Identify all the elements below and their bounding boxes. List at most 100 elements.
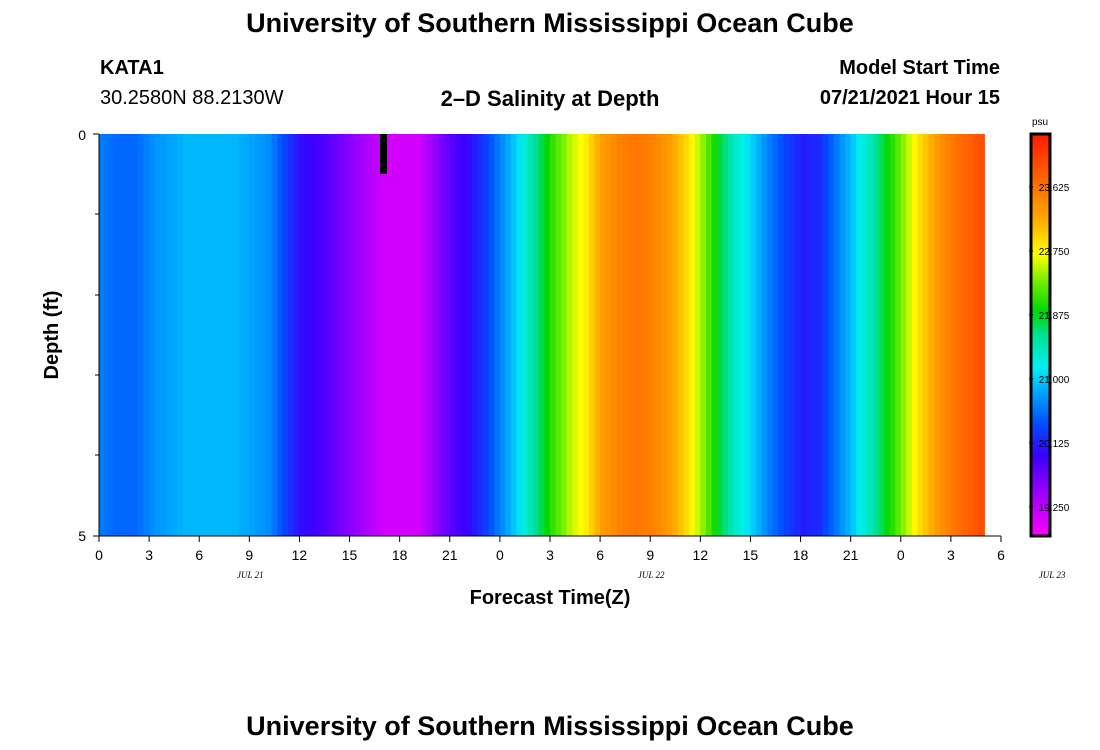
heatmap-band — [115, 134, 122, 536]
colorbar-tick-label: 21.875 — [1039, 311, 1070, 322]
heatmap-band — [277, 134, 284, 536]
x-tick-label: 21 — [442, 547, 458, 563]
heatmap-band — [488, 134, 495, 536]
heatmap-band — [650, 134, 657, 536]
heatmap-band — [188, 134, 195, 536]
x-tick-label: 18 — [793, 547, 809, 563]
heatmap-band — [99, 134, 106, 536]
heatmap-band — [744, 134, 752, 536]
heatmap-band — [923, 134, 930, 536]
heatmap-band — [789, 134, 796, 536]
heatmap-band — [360, 134, 367, 536]
heatmap-band — [533, 134, 540, 536]
heatmap-band — [455, 134, 462, 536]
heatmap-band — [338, 134, 345, 536]
colorbar-tick-label: 22.750 — [1039, 247, 1070, 258]
heatmap-band — [477, 134, 484, 536]
heatmap-band — [238, 134, 245, 536]
heatmap-band — [939, 134, 946, 536]
colorbar-tick-label: 23.625 — [1039, 183, 1070, 194]
heatmap-band — [410, 134, 417, 536]
x-axis-label: Forecast Time(Z) — [470, 587, 631, 609]
heatmap-band — [305, 134, 312, 536]
heatmap-band — [165, 134, 172, 536]
chart-subtitle: 2–D Salinity at Depth — [440, 86, 660, 111]
colorbar: psu 23.625 22.750 21.875 21.000 20.125 19.250 — [1029, 117, 1070, 538]
heatmap-band — [466, 134, 473, 536]
heatmap-band — [444, 134, 451, 536]
heatmap-band — [733, 134, 740, 536]
page-title: University of Southern Mississippi Ocean… — [246, 8, 854, 38]
heatmap-band — [321, 134, 328, 536]
heatmap-band — [750, 134, 757, 536]
heatmap-band — [956, 134, 963, 536]
heatmap-band — [299, 134, 306, 536]
heatmap-band — [137, 134, 145, 536]
heatmap-band — [550, 134, 557, 536]
heatmap-band — [711, 134, 718, 536]
heatmap-band — [511, 134, 518, 536]
heatmap-band — [906, 134, 913, 536]
heatmap-band — [522, 134, 529, 536]
x-ticks: 0 3 6 9 12 15 18 21 0 3 6 9 12 15 18 21 0 3 6 — [95, 536, 1005, 563]
colorbar-tick-label: 19.250 — [1039, 503, 1070, 514]
heatmap-band — [538, 134, 546, 536]
heatmap-band — [427, 134, 434, 536]
heatmap-band — [204, 134, 211, 536]
heatmap-band — [806, 134, 813, 536]
x-tick-label: 12 — [292, 547, 308, 563]
heatmap-band — [154, 134, 161, 536]
x-tick-label: 15 — [342, 547, 358, 563]
heatmap-band — [889, 134, 896, 536]
heatmap-band — [861, 134, 868, 536]
date-label: JUL 21 — [237, 570, 264, 580]
heatmap-band — [254, 134, 262, 536]
heatmap-band — [271, 134, 278, 536]
heatmap-band — [588, 134, 596, 536]
y-tick-label: 5 — [78, 528, 86, 544]
heatmap-band — [483, 134, 490, 536]
heatmap-band — [705, 134, 713, 536]
heatmap-band — [833, 134, 841, 536]
heatmap-band — [377, 134, 384, 536]
end-marker — [996, 134, 1000, 174]
heatmap-band — [126, 134, 134, 536]
heatmap-band — [266, 134, 273, 536]
heatmap-band — [800, 134, 807, 536]
colorbar-ticks: 23.625 22.750 21.875 21.000 20.125 19.250 — [1029, 183, 1070, 514]
heatmap-band — [778, 134, 785, 536]
heatmap-band — [572, 134, 579, 536]
heatmap-band — [934, 134, 941, 536]
heatmap-band — [845, 134, 852, 536]
heatmap-band — [694, 134, 701, 536]
heatmap-band — [616, 134, 623, 536]
heatmap-band — [928, 134, 935, 536]
x-tick-label: 0 — [496, 547, 504, 563]
heatmap-band — [828, 134, 835, 536]
x-tick-label: 0 — [897, 547, 905, 563]
heatmap-band — [316, 134, 323, 536]
heatmap-band — [499, 134, 507, 536]
heatmap-band — [505, 134, 512, 536]
heatmap-band — [678, 134, 685, 536]
station-coords: 30.2580N 88.2130W — [100, 87, 284, 109]
heatmap-band — [717, 134, 724, 536]
x-tick-label: 12 — [693, 547, 709, 563]
x-tick-label: 3 — [546, 547, 554, 563]
heatmap-band — [783, 134, 791, 536]
heatmap-band — [850, 134, 857, 536]
heatmap-band — [143, 134, 150, 536]
x-tick-label: 15 — [743, 547, 759, 563]
heatmap-band — [527, 134, 534, 536]
y-tick-label: 0 — [78, 127, 86, 143]
heatmap-band — [260, 134, 267, 536]
x-tick-label: 6 — [596, 547, 604, 563]
heatmap-band — [421, 134, 429, 536]
heatmap-band — [839, 134, 846, 536]
heatmap-band — [176, 134, 184, 536]
heatmap-band — [416, 134, 423, 536]
heatmap-band — [644, 134, 651, 536]
heatmap-band — [911, 134, 919, 536]
heatmap-band — [655, 134, 662, 536]
x-tick-label: 9 — [245, 547, 253, 563]
